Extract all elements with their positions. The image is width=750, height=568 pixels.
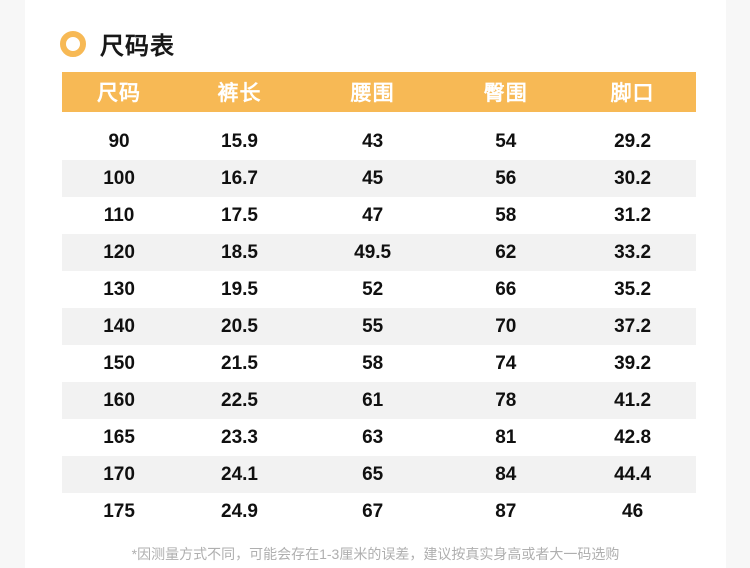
table-cell: 63	[362, 426, 384, 448]
table-cell: 87	[495, 500, 517, 522]
table-cell: 19.5	[221, 278, 258, 300]
table-cell: 165	[103, 426, 135, 448]
table-cell: 15.9	[221, 130, 258, 152]
table-cell: 23.3	[221, 426, 258, 448]
column-header: 臀围	[483, 82, 528, 105]
table-cell: 70	[495, 315, 517, 337]
column-header: 裤长	[217, 82, 262, 105]
table-cell: 55	[362, 315, 384, 337]
table-cell: 42.8	[614, 426, 652, 448]
table-cell: 130	[103, 278, 135, 300]
table-cell: 41.2	[614, 389, 652, 411]
table-cell: 17.5	[221, 204, 258, 226]
table-cell: 24.9	[221, 500, 258, 522]
size-table: 尺码 裤长 腰围 臀围 脚口 90 15.9 43 54 29.2 100 16.7 45 56 30.2…	[62, 72, 696, 530]
ring-icon	[60, 30, 86, 57]
table-cell: 52	[362, 278, 384, 300]
table-cell: 150	[103, 352, 135, 374]
table-cell: 66	[495, 278, 517, 300]
size-table-header: 尺码 裤长 腰围 臀围 脚口	[62, 72, 696, 112]
table-cell: 31.2	[614, 204, 652, 226]
table-row: 160 22.5 61 78 41.2	[62, 382, 696, 419]
table-cell: 18.5	[221, 241, 258, 263]
table-row: 150 21.5 58 74 39.2	[62, 345, 696, 382]
table-cell: 74	[495, 352, 517, 374]
table-cell: 44.4	[614, 463, 652, 485]
table-cell: 43	[362, 130, 384, 152]
table-row: 100 16.7 45 56 30.2	[62, 160, 696, 197]
table-cell: 58	[362, 352, 384, 374]
column-header: 脚口	[610, 82, 655, 105]
table-row: 170 24.1 65 84 44.4	[62, 456, 696, 493]
table-cell: 37.2	[614, 315, 652, 337]
table-cell: 61	[362, 389, 384, 411]
section-title-row: 尺码表	[60, 26, 175, 61]
column-header: 尺码	[97, 82, 142, 105]
page-title: 尺码表	[100, 33, 175, 60]
table-cell: 21.5	[221, 352, 258, 374]
table-cell: 39.2	[614, 352, 652, 374]
table-cell: 20.5	[221, 315, 258, 337]
table-cell: 170	[103, 463, 135, 485]
table-cell: 22.5	[221, 389, 258, 411]
table-row: 165 23.3 63 81 42.8	[62, 419, 696, 456]
table-cell: 24.1	[221, 463, 258, 485]
table-cell: 110	[103, 204, 135, 226]
table-cell: 45	[362, 167, 384, 189]
table-cell: 33.2	[614, 241, 652, 263]
table-cell: 81	[495, 426, 517, 448]
table-cell: 78	[495, 389, 517, 411]
table-row: 130 19.5 52 66 35.2	[62, 271, 696, 308]
table-row: 175 24.9 67 87 46	[62, 493, 696, 530]
measurement-note: *因测量方式不同，可能会存在1-3厘米的误差，建议按真实身高或者大一码选购	[131, 546, 620, 562]
table-row: 140 20.5 55 70 37.2	[62, 308, 696, 345]
column-header: 腰围	[350, 82, 395, 105]
table-cell: 56	[495, 167, 517, 189]
table-cell: 49.5	[354, 241, 392, 263]
table-cell: 29.2	[614, 130, 652, 152]
table-cell: 160	[103, 389, 135, 411]
table-cell: 30.2	[614, 167, 652, 189]
table-cell: 35.2	[614, 278, 652, 300]
table-cell: 58	[495, 204, 517, 226]
table-cell: 90	[108, 130, 130, 152]
table-row: 120 18.5 49.5 62 33.2	[62, 234, 696, 271]
table-row: 110 17.5 47 58 31.2	[62, 197, 696, 234]
size-table-body: 90 15.9 43 54 29.2 100 16.7 45 56 30.2 110 17.5 47 58…	[62, 123, 696, 530]
table-cell: 100	[103, 167, 135, 189]
table-cell: 65	[362, 463, 384, 485]
table-cell: 84	[495, 463, 517, 485]
table-cell: 54	[495, 130, 517, 152]
table-cell: 62	[495, 241, 517, 263]
table-cell: 47	[362, 204, 384, 226]
table-cell: 120	[103, 241, 135, 263]
table-cell: 175	[103, 500, 135, 522]
table-row: 90 15.9 43 54 29.2	[62, 123, 696, 160]
table-cell: 16.7	[221, 167, 258, 189]
table-cell: 46	[622, 500, 644, 522]
table-cell: 67	[362, 500, 384, 522]
content-panel: 尺码表 尺码 裤长 腰围 臀围 脚口 90 15.9 43 54 29.2 100 16.7 45 56…	[25, 0, 726, 568]
table-cell: 140	[103, 315, 135, 337]
